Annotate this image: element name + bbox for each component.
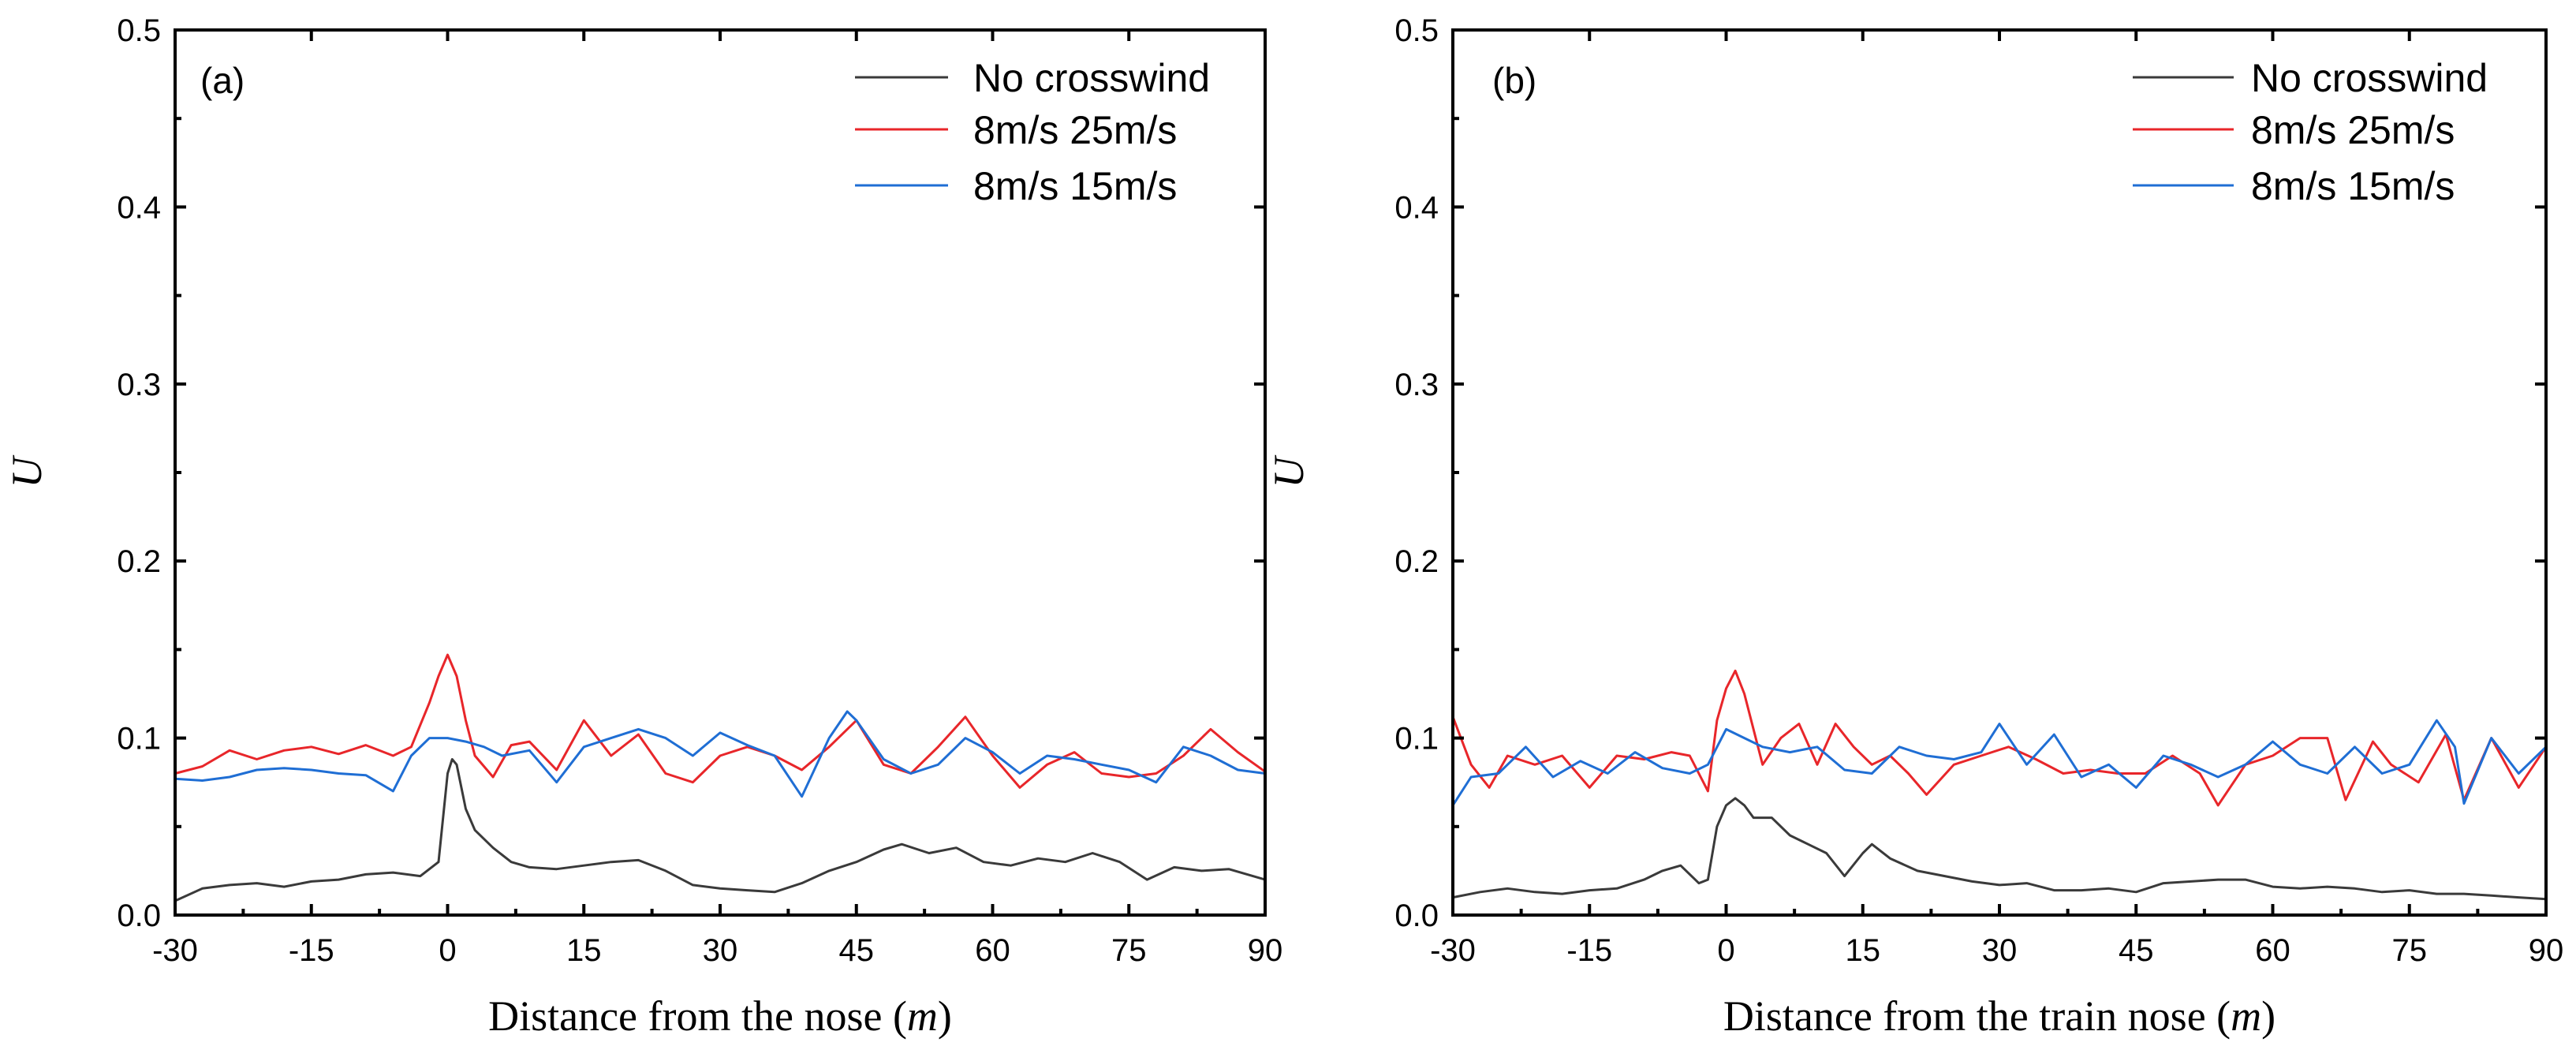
panel-label-b: (b) — [1492, 60, 1536, 101]
x-tick-label: 75 — [2392, 933, 2428, 968]
x-tick-label: 45 — [2119, 933, 2154, 968]
y-tick-label: 0.2 — [117, 544, 161, 579]
x-tick-label: -30 — [1430, 933, 1476, 968]
series-line-no-crosswind-b — [1452, 797, 2547, 901]
x-axis-label-text-a: Distance from the nose — [488, 992, 882, 1040]
ticks-a: -30 -15 0 15 30 45 60 75 90 0.0 0.1 0.2 0.3 0.4 0.5 — [117, 13, 1282, 968]
x-tick-label: 45 — [839, 933, 875, 968]
y-axis-label-a: U — [3, 455, 50, 488]
x-axis-label-a: Distance from the nose (m) — [488, 992, 952, 1040]
legend-label-8ms-25ms-a: 8m/s 25m/s — [973, 108, 1177, 152]
x-tick-label: 75 — [1111, 933, 1147, 968]
series-line-8ms-15ms-b — [1451, 719, 2548, 806]
y-tick-label: 0.2 — [1394, 544, 1439, 579]
x-axis-label-text-b: Distance from the train nose — [1723, 992, 2206, 1040]
x-tick-label: 15 — [1846, 933, 1881, 968]
x-axis-unit-a: m — [907, 992, 938, 1040]
x-axis-label-b: Distance from the train nose (m) — [1723, 992, 2275, 1040]
x-tick-label: 30 — [703, 933, 738, 968]
legend-label-8ms-15ms-b: 8m/s 15m/s — [2251, 164, 2455, 208]
legend-label-8ms-15ms-a: 8m/s 15m/s — [973, 164, 1177, 208]
chart-panel-a: -30 -15 0 15 30 45 60 75 90 0.0 0.1 0.2 0.3 0.4 0.5 (a… — [3, 13, 1282, 1040]
legend-label-no-crosswind-b: No crosswind — [2251, 56, 2488, 100]
y-tick-label: 0.1 — [1394, 722, 1439, 757]
y-tick-label: 0.3 — [117, 368, 161, 402]
x-tick-label: 90 — [1248, 933, 1283, 968]
x-tick-label: 0 — [439, 933, 456, 968]
x-tick-label: 30 — [1982, 933, 2018, 968]
series-layer-b — [1451, 669, 2548, 901]
legend-b: No crosswind 8m/s 25m/s 8m/s 15m/s — [2133, 56, 2488, 208]
y-tick-label: 0.1 — [117, 722, 161, 757]
series-line-no-crosswind-a — [174, 758, 1266, 902]
y-tick-label: 0.5 — [117, 13, 161, 48]
series-line-8ms-15ms-a — [174, 710, 1266, 798]
series-layer-a — [174, 653, 1266, 902]
y-tick-label: 0.0 — [1394, 898, 1439, 933]
y-tick-label: 0.3 — [1394, 368, 1439, 402]
x-tick-label: 60 — [2255, 933, 2290, 968]
y-axis-label-b: U — [1265, 455, 1312, 488]
x-axis-unit-b: m — [2231, 992, 2261, 1040]
x-tick-label: 15 — [566, 933, 602, 968]
plot-frame-b — [1451, 28, 2548, 917]
y-tick-label: 0.4 — [117, 190, 161, 225]
ticks-b: -30 -15 0 15 30 45 60 75 90 0.0 0.1 0.2 0.3 0.4 0.5 — [1394, 13, 2563, 968]
series-line-8ms-25ms-b — [1451, 669, 2548, 807]
x-tick-label: -15 — [1566, 933, 1612, 968]
legend-a: No crosswind 8m/s 25m/s 8m/s 15m/s — [855, 56, 1210, 208]
x-tick-label: -30 — [152, 933, 198, 968]
legend-label-8ms-25ms-b: 8m/s 25m/s — [2251, 108, 2455, 152]
x-tick-label: -15 — [289, 933, 334, 968]
y-tick-label: 0.0 — [117, 898, 161, 933]
legend-label-no-crosswind-a: No crosswind — [973, 56, 1210, 100]
x-tick-label: 60 — [975, 933, 1010, 968]
plot-frame-a — [174, 28, 1267, 917]
x-tick-label: 0 — [1717, 933, 1734, 968]
y-tick-label: 0.5 — [1394, 13, 1439, 48]
panel-label-a: (a) — [200, 60, 245, 101]
chart-panel-b: -30 -15 0 15 30 45 60 75 90 0.0 0.1 0.2 0.3 0.4 0.5 (b… — [1265, 13, 2563, 1040]
x-tick-label: 90 — [2529, 933, 2564, 968]
y-tick-label: 0.4 — [1394, 190, 1439, 225]
series-line-8ms-25ms-a — [174, 653, 1266, 789]
